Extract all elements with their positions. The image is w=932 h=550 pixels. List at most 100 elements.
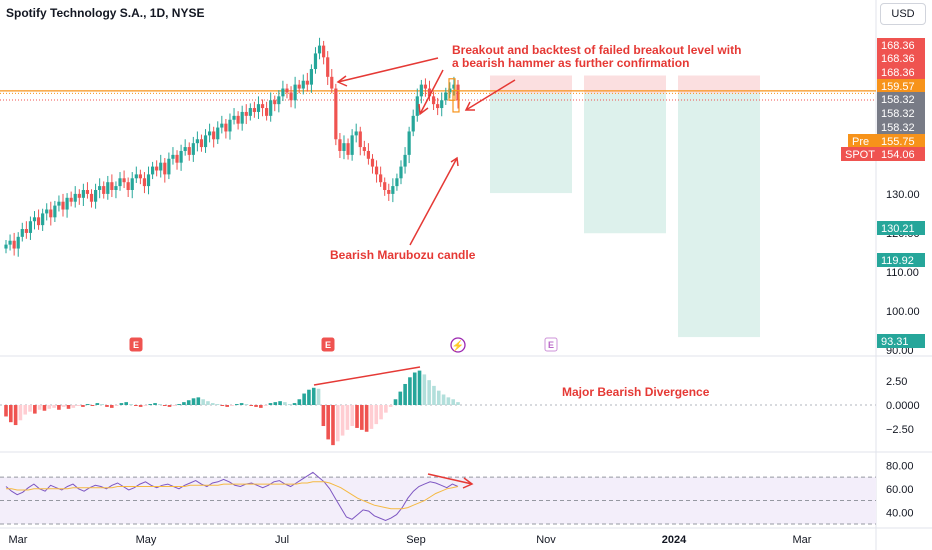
macd-bar <box>9 405 13 423</box>
price-label-box <box>877 253 925 267</box>
candle-body <box>69 197 73 202</box>
price-label: 154.06 <box>881 149 915 161</box>
macd-bar <box>244 404 249 406</box>
candle-body <box>370 158 375 167</box>
macd-bar <box>307 389 311 405</box>
candle-body <box>326 57 330 77</box>
candle-body <box>203 135 208 148</box>
candle-body <box>301 80 305 89</box>
macd-bar <box>278 401 282 405</box>
macd-bar <box>182 402 186 405</box>
price-tag-box <box>848 134 877 148</box>
price-tag: SPOT <box>845 149 875 161</box>
marubozu-highlight-box <box>448 78 456 101</box>
macd-bar <box>196 397 201 405</box>
earnings-event-icon <box>129 337 143 352</box>
candle-body <box>444 92 448 101</box>
candle-body <box>102 186 106 194</box>
macd-bar <box>23 405 28 415</box>
price-tick-label: 130.00 <box>886 189 920 201</box>
candle-body <box>313 53 318 70</box>
price-label: 119.92 <box>881 255 914 267</box>
macd-bar <box>95 403 100 405</box>
candle-body <box>419 84 423 97</box>
annotation-marubozu: Bearish Marubozu candle <box>330 248 476 262</box>
price-label: 158.32 <box>881 122 915 134</box>
arrowhead <box>462 477 474 489</box>
candle-body <box>436 104 440 109</box>
price-label-box <box>877 106 925 120</box>
candle-body <box>175 154 179 163</box>
macd-bar <box>172 405 177 406</box>
candle-body <box>134 174 138 179</box>
candle-body <box>273 100 277 105</box>
macd-bar <box>220 405 225 406</box>
candle-body <box>248 108 252 116</box>
candle-body <box>191 143 195 155</box>
dividend-icon-glyph: ⚡ <box>452 339 464 352</box>
candle-body <box>431 96 436 105</box>
macd-bar <box>52 405 56 408</box>
macd-bar <box>13 405 18 426</box>
candle-body <box>456 84 460 101</box>
macd-bar <box>268 403 273 405</box>
price-label-box <box>877 134 925 148</box>
candle-body <box>130 178 134 190</box>
macd-bar <box>215 404 220 406</box>
candle-body <box>244 111 248 116</box>
candle-body <box>106 182 110 194</box>
macd-bar <box>374 405 379 425</box>
candle-body <box>358 131 362 148</box>
candle-body <box>57 201 61 206</box>
price-label: 168.36 <box>881 53 915 65</box>
candle-body <box>171 154 175 159</box>
take-profit-zone <box>678 93 760 338</box>
annotation-text-top: a bearish hammer as further confirmation <box>452 56 689 70</box>
macd-bar <box>66 405 71 409</box>
macd-bar <box>85 404 90 406</box>
candle-body <box>269 100 273 116</box>
candle-body <box>53 205 57 218</box>
candle-body <box>350 135 354 155</box>
time-tick-label: May <box>136 534 157 546</box>
price-tag-box <box>841 147 877 161</box>
macd-bar <box>33 405 37 414</box>
candle-body <box>236 115 240 124</box>
macd-bar <box>427 380 431 405</box>
candle-body <box>110 182 114 190</box>
macd-bar <box>235 404 239 406</box>
price-label: 93.31 <box>881 336 909 348</box>
macd-bar <box>331 405 335 446</box>
currency-button[interactable]: USD <box>880 3 926 25</box>
time-tick-label: 2024 <box>662 534 687 546</box>
time-tick-label: Jul <box>275 534 289 546</box>
time-tick-label: Mar <box>793 534 812 546</box>
candle-body <box>228 119 232 132</box>
candle-body <box>285 88 289 93</box>
macd-bar <box>71 405 76 408</box>
macd-bar <box>239 403 244 405</box>
candle-body <box>122 178 126 183</box>
candle-body <box>297 84 301 89</box>
candle-body <box>448 88 452 93</box>
price-label: 168.36 <box>881 40 915 52</box>
candle-body <box>379 174 383 183</box>
candle-body <box>387 190 391 194</box>
price-label-box <box>877 79 925 93</box>
candle-body <box>338 139 342 151</box>
macd-bar <box>28 405 32 412</box>
macd-bar <box>153 403 157 405</box>
stop-loss-zone <box>678 75 760 94</box>
candle-body <box>452 84 456 89</box>
candle-body <box>403 154 407 167</box>
macd-bar <box>225 405 229 407</box>
macd-bar <box>451 399 455 405</box>
macd-bar <box>57 405 61 410</box>
macd-bar <box>61 405 66 407</box>
candle-body <box>12 240 16 249</box>
candle-body <box>289 92 293 101</box>
candle-body <box>366 150 371 159</box>
price-label: 155.75 <box>881 136 915 148</box>
macd-bar <box>292 403 297 405</box>
